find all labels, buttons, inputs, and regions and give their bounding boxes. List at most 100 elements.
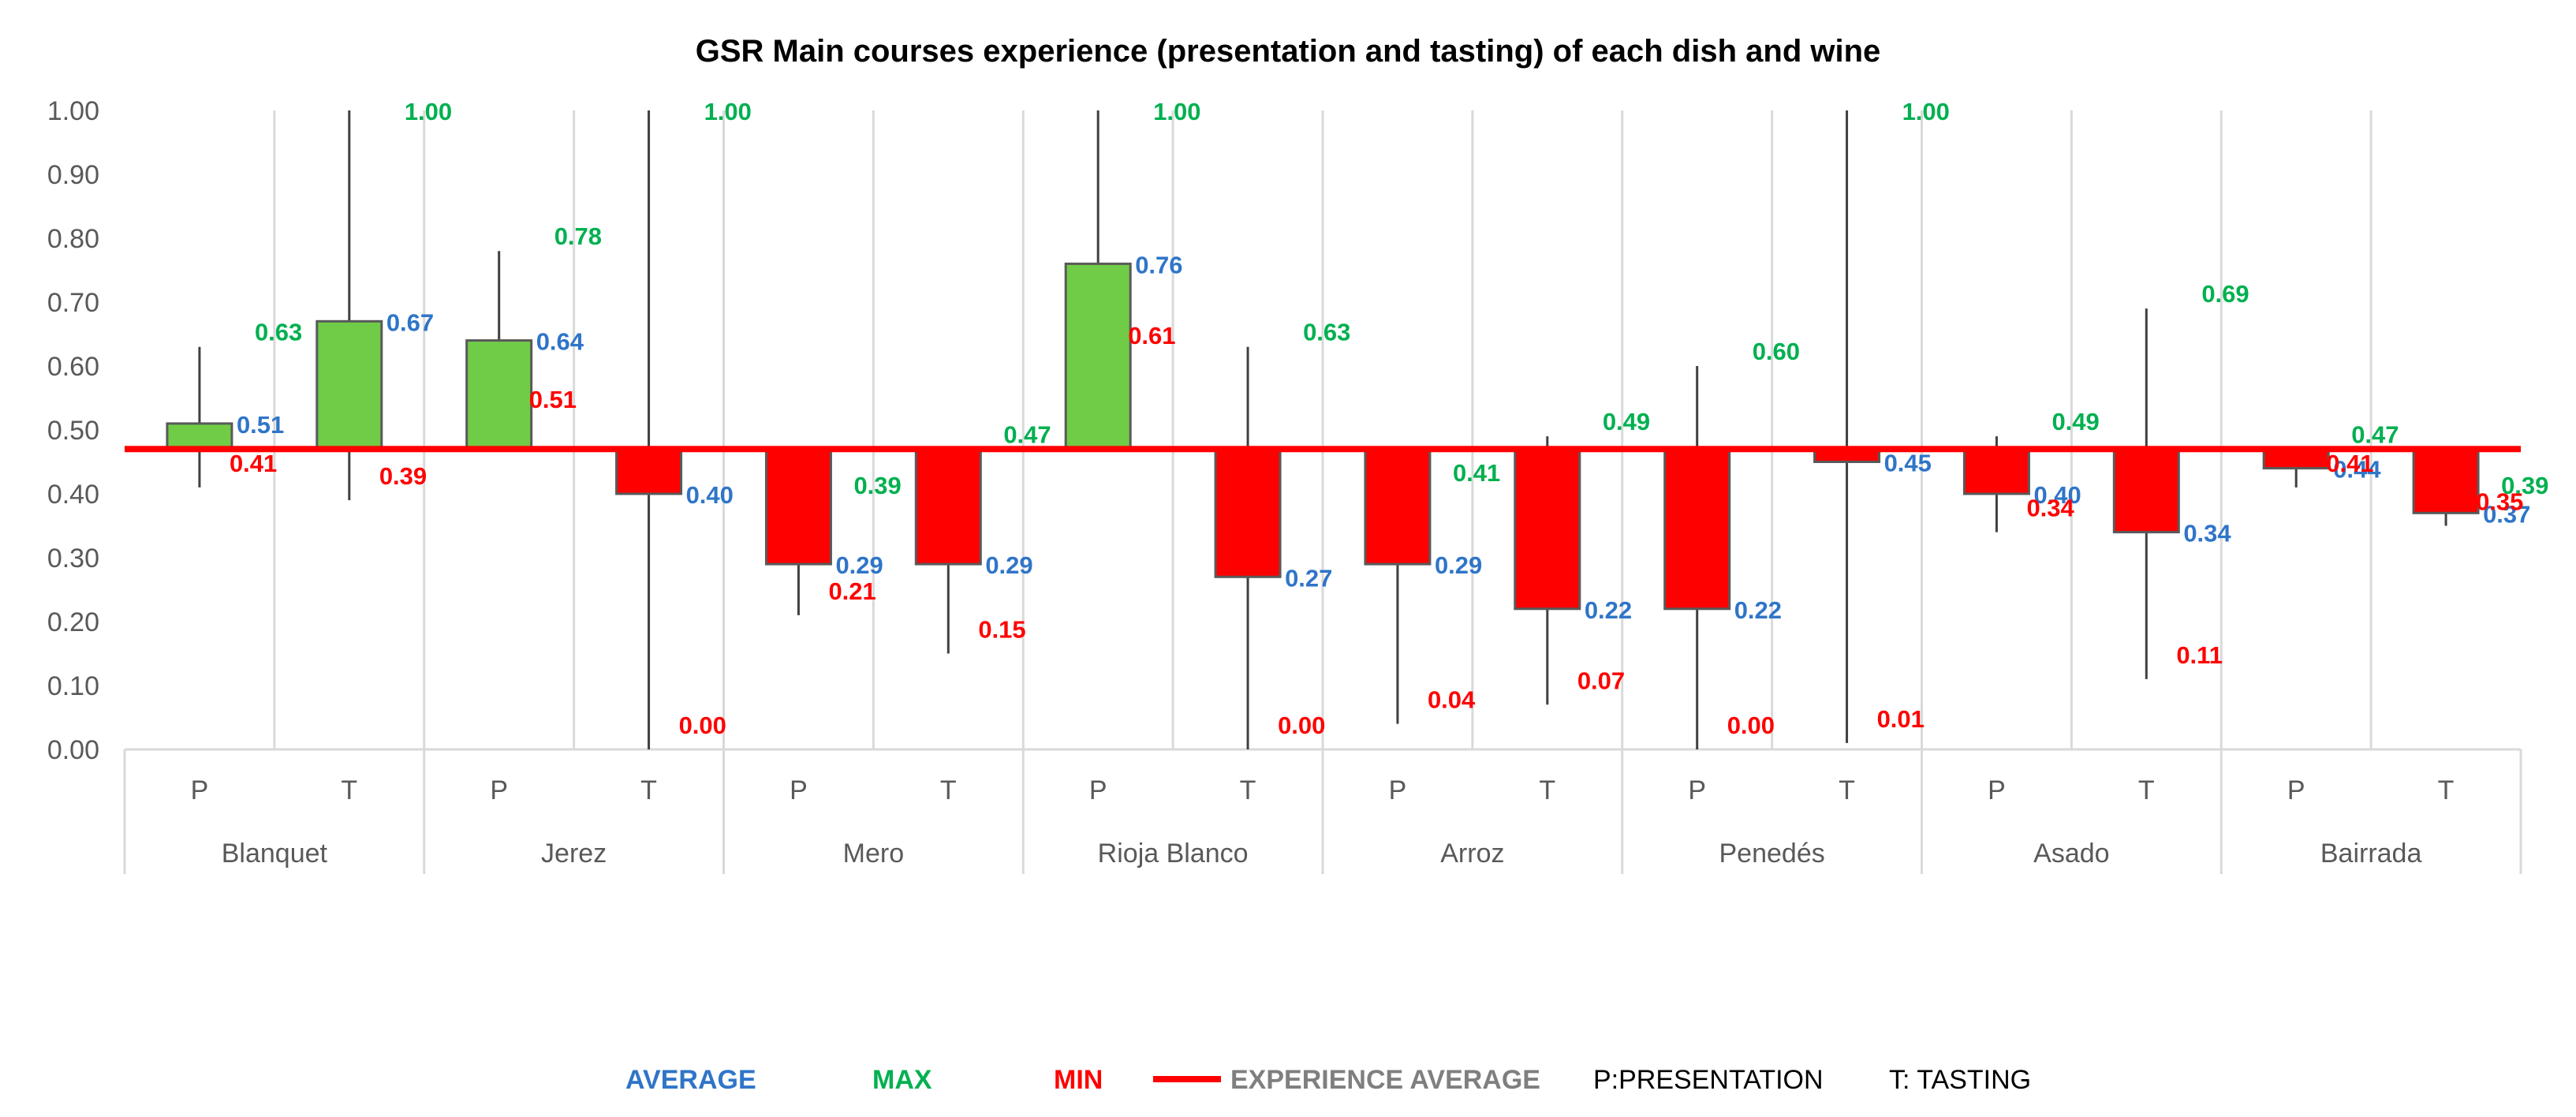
average-box xyxy=(465,339,533,450)
average-box xyxy=(2112,447,2180,534)
average-box xyxy=(1962,447,2030,495)
min-label: 0.35 xyxy=(2476,488,2523,516)
x-group-label: Jerez xyxy=(541,839,607,869)
x-group-label: Penedés xyxy=(1719,839,1825,869)
x-subcategory-label: T xyxy=(940,775,957,805)
x-subcategory-label: T xyxy=(1539,775,1555,805)
legend-max: MAX xyxy=(872,1065,932,1095)
x-group-label: Bairrada xyxy=(2320,839,2422,869)
average-label: 0.64 xyxy=(536,328,584,356)
x-subcategory-label: T xyxy=(2138,775,2155,805)
average-label: 0.45 xyxy=(1884,450,1932,477)
min-label: 0.00 xyxy=(1727,712,1775,739)
max-label: 1.00 xyxy=(1153,98,1200,125)
x-subcategory-label: T xyxy=(1839,775,1855,805)
average-box xyxy=(615,447,683,495)
y-axis: 0.00 0.10 0.20 0.30 0.40 0.50 0.60 0.70 0.80 0.90… xyxy=(47,96,99,765)
min-label: 0.41 xyxy=(2326,450,2373,477)
max-label: 0.63 xyxy=(1303,319,1350,346)
legend-presentation: P:PRESENTATION xyxy=(1593,1065,1824,1095)
min-label: 0.51 xyxy=(529,386,577,413)
average-box xyxy=(1064,262,1132,450)
average-label: 0.51 xyxy=(237,411,284,439)
boxes xyxy=(166,110,2480,749)
max-label: 0.39 xyxy=(2501,472,2548,499)
y-tick-label: 0.20 xyxy=(47,607,99,637)
x-subcategory-label: P xyxy=(1389,775,1407,805)
max-label: 0.69 xyxy=(2201,280,2249,308)
y-tick-label: 0.80 xyxy=(47,224,99,254)
average-label: 0.29 xyxy=(985,551,1032,579)
y-tick-label: 0.70 xyxy=(47,288,99,318)
average-box xyxy=(2412,447,2480,514)
x-group-label: Rioja Blanco xyxy=(1098,839,1249,869)
x-subcategory-label: P xyxy=(1988,775,2006,805)
max-label: 0.47 xyxy=(1003,420,1051,448)
average-box xyxy=(1364,447,1432,566)
x-subcategory-label: T xyxy=(1240,775,1256,805)
max-label: 0.41 xyxy=(1453,459,1500,487)
average-label: 0.40 xyxy=(2033,481,2081,509)
gridlines xyxy=(125,110,2521,751)
average-label: 0.37 xyxy=(2483,500,2530,528)
average-box xyxy=(315,319,383,450)
average-label: 0.29 xyxy=(1435,551,1482,579)
x-subcategory-label: T xyxy=(341,775,357,805)
legend-min: MIN xyxy=(1054,1065,1103,1095)
y-tick-label: 1.00 xyxy=(47,96,99,126)
max-label: 1.00 xyxy=(1902,98,1950,125)
x-subcategory-label: P xyxy=(2287,775,2305,805)
max-label: 0.47 xyxy=(2351,420,2399,448)
average-label: 0.22 xyxy=(1585,596,1632,624)
average-box xyxy=(914,447,982,566)
x-group-label: Mero xyxy=(843,839,904,869)
x-subcategory-label: T xyxy=(2438,775,2455,805)
average-label: 0.22 xyxy=(1734,596,1782,624)
x-group-label: Arroz xyxy=(1440,839,1504,869)
y-tick-label: 0.30 xyxy=(47,544,99,573)
y-tick-label: 0.90 xyxy=(47,160,99,190)
x-subcategory-label: P xyxy=(1089,775,1107,805)
min-label: 0.21 xyxy=(828,577,875,605)
max-label: 0.63 xyxy=(255,319,302,346)
min-label: 0.07 xyxy=(1577,667,1625,694)
average-label: 0.67 xyxy=(386,308,434,336)
min-label: 0.11 xyxy=(2176,641,2223,669)
max-label: 0.39 xyxy=(853,472,901,499)
y-tick-label: 0.60 xyxy=(47,352,99,382)
min-label: 0.00 xyxy=(1278,712,1325,739)
min-label: 0.39 xyxy=(379,462,427,490)
legend-average: AVERAGE xyxy=(625,1065,756,1095)
average-box xyxy=(1214,447,1282,578)
x-axis: P T P T P T P T P T P T P T P T Blanquet Jerez Mero Rioja B… xyxy=(123,749,2522,874)
x-subcategory-label: P xyxy=(1688,775,1706,805)
max-label: 1.00 xyxy=(405,98,452,125)
average-label: 0.27 xyxy=(1285,564,1332,592)
legend: AVERAGE MAX MIN EXPERIENCE AVERAGE P:PRESENT… xyxy=(625,1065,2031,1095)
average-label: 0.44 xyxy=(2333,456,2381,484)
max-label: 0.49 xyxy=(1603,408,1650,435)
max-label: 0.78 xyxy=(554,222,602,250)
data-labels: 0.63 0.51 0.41 1.00 0.67 0.39 0.78 0.64 0.51 1.00… xyxy=(230,98,2548,739)
x-subcategory-label: T xyxy=(640,775,657,805)
y-tick-label: 0.10 xyxy=(47,671,99,701)
y-tick-label: 0.40 xyxy=(47,480,99,510)
min-label: 0.15 xyxy=(978,616,1025,644)
min-label: 0.00 xyxy=(679,712,726,739)
min-label: 0.41 xyxy=(230,450,277,477)
average-label: 0.76 xyxy=(1135,251,1182,278)
min-label: 0.34 xyxy=(2026,495,2074,522)
average-box xyxy=(166,422,233,450)
min-label: 0.61 xyxy=(1128,322,1175,349)
y-tick-label: 0.50 xyxy=(47,416,99,446)
max-label: 0.49 xyxy=(2051,408,2099,435)
x-subcategory-label: P xyxy=(790,775,808,805)
x-group-label: Blanquet xyxy=(222,839,328,869)
average-label: 0.34 xyxy=(2183,520,2231,547)
x-group-label: Asado xyxy=(2033,839,2109,869)
chart-title: GSR Main courses experience (presentatio… xyxy=(696,34,1881,69)
min-label: 0.04 xyxy=(1428,686,1476,714)
max-label: 0.60 xyxy=(1753,338,1800,365)
min-label: 0.01 xyxy=(1877,705,1925,733)
